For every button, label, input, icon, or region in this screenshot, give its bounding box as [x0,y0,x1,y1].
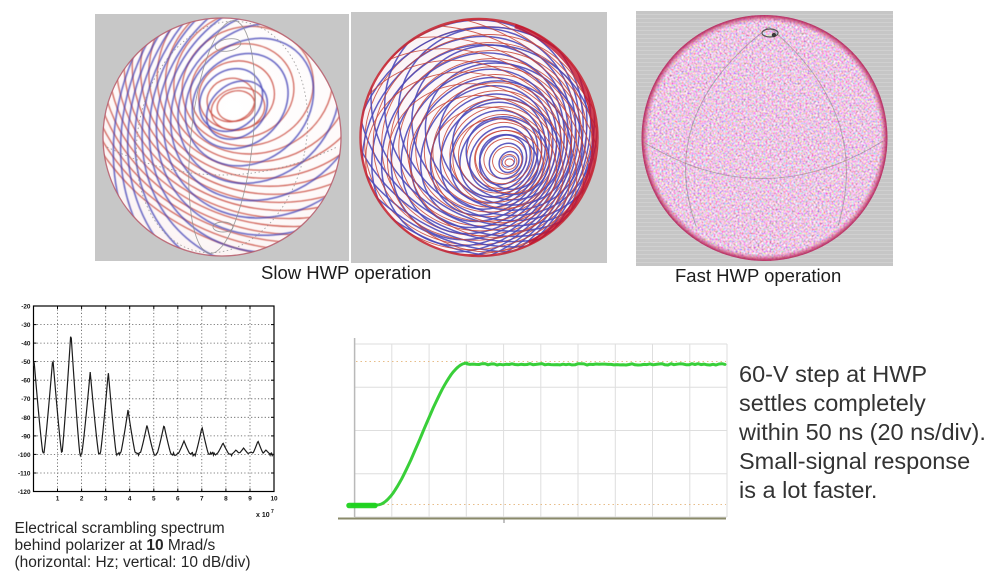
svg-text:-120: -120 [18,489,31,496]
svg-text:9: 9 [248,496,252,503]
svg-text:-40: -40 [21,341,31,348]
svg-text:5: 5 [152,496,156,503]
svg-text:3: 3 [104,496,108,503]
svg-text:-110: -110 [18,471,31,478]
svg-text:x 10: x 10 [256,512,270,519]
svg-text:10: 10 [270,496,278,503]
svg-text:-100: -100 [18,452,31,459]
svg-text:-60: -60 [21,378,31,385]
svg-text:7: 7 [200,496,204,503]
svg-text:-20: -20 [21,304,31,311]
svg-text:4: 4 [128,496,132,503]
svg-text:1: 1 [56,496,60,503]
svg-text:-70: -70 [21,396,31,403]
svg-text:-80: -80 [21,415,31,422]
svg-text:7: 7 [271,509,274,515]
svg-text:-50: -50 [21,359,31,366]
svg-text:-30: -30 [21,322,31,329]
svg-text:2: 2 [80,496,84,503]
svg-text:6: 6 [176,496,180,503]
svg-text:-90: -90 [21,433,31,440]
svg-text:8: 8 [224,496,228,503]
